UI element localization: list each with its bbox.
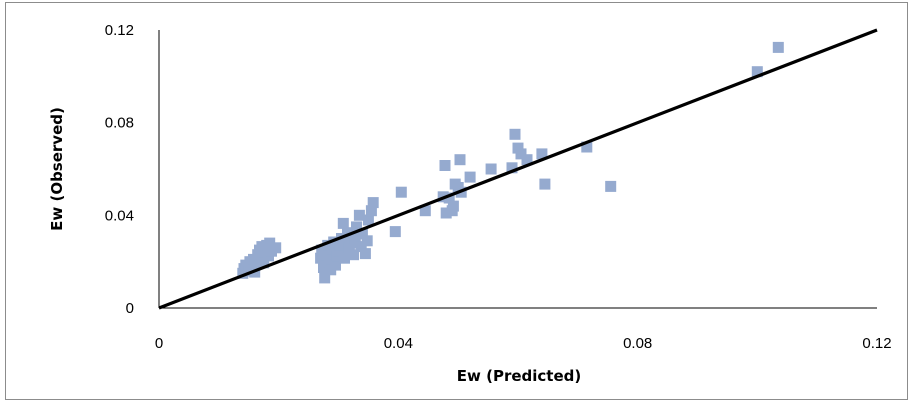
- data-point: [509, 128, 521, 140]
- data-point: [334, 239, 346, 251]
- data-point: [419, 205, 431, 217]
- data-point: [270, 242, 282, 254]
- data-point: [464, 171, 476, 183]
- data-point: [539, 178, 551, 190]
- data-point: [389, 226, 401, 238]
- data-point: [365, 205, 377, 217]
- data-point: [454, 154, 466, 166]
- data-point: [333, 245, 344, 257]
- data-point: [506, 162, 518, 174]
- data-point: [330, 259, 341, 271]
- data-point: [367, 197, 379, 209]
- x-tick-label: 0.08: [623, 335, 652, 352]
- x-axis-title: Ew (Predicted): [457, 367, 581, 385]
- data-point: [339, 252, 350, 264]
- y-axis-title: Ew (Observed): [48, 107, 66, 231]
- scatter-chart: 0 0.04 0.08 0.12 0 0.04 0.08 0.12 Ew (Predicted…: [48, 22, 892, 385]
- data-point: [324, 256, 335, 268]
- data-points: [237, 41, 784, 284]
- data-point: [443, 192, 455, 204]
- data-point: [515, 148, 527, 160]
- chart-area: 0 0.04 0.08 0.12 0 0.04 0.08 0.12 Ew (Predicted…: [5, 2, 908, 400]
- data-point: [337, 217, 349, 229]
- data-point: [258, 257, 270, 269]
- data-point: [321, 249, 332, 261]
- data-point: [315, 252, 327, 264]
- y-tick-label: 0.08: [105, 115, 134, 132]
- x-tick-label: 0.12: [862, 335, 891, 352]
- data-point: [395, 186, 407, 198]
- data-point: [353, 209, 365, 221]
- data-point: [342, 227, 353, 239]
- data-point: [264, 237, 276, 249]
- data-point: [536, 148, 548, 160]
- data-point: [512, 142, 524, 154]
- data-point: [439, 160, 451, 171]
- data-point: [440, 207, 452, 219]
- data-point: [581, 141, 593, 153]
- data-point: [348, 249, 359, 261]
- y-equals-x-line: [158, 28, 878, 310]
- data-point: [327, 243, 338, 255]
- data-point: [485, 163, 497, 175]
- tick-labels: 0 0.04 0.08 0.12 0 0.04 0.08 0.12: [105, 22, 892, 352]
- data-point: [319, 272, 331, 284]
- y-tick-label: 0.12: [105, 22, 134, 39]
- data-point: [772, 41, 784, 53]
- data-point: [356, 228, 368, 240]
- y-tick-label: 0: [126, 300, 134, 317]
- data-point: [361, 235, 373, 247]
- data-point: [521, 154, 533, 166]
- data-point: [751, 66, 763, 78]
- x-tick-label: 0: [155, 335, 163, 352]
- axes: [158, 30, 877, 309]
- data-point: [351, 221, 362, 233]
- data-point: [251, 258, 262, 270]
- data-point: [355, 241, 367, 253]
- data-point: [349, 233, 361, 244]
- y-tick-label: 0.04: [105, 207, 134, 224]
- x-tick-label: 0.04: [384, 335, 413, 352]
- data-point: [447, 200, 459, 212]
- data-point: [359, 248, 371, 260]
- data-point: [362, 214, 374, 226]
- data-point: [318, 262, 329, 273]
- data-point: [605, 180, 617, 192]
